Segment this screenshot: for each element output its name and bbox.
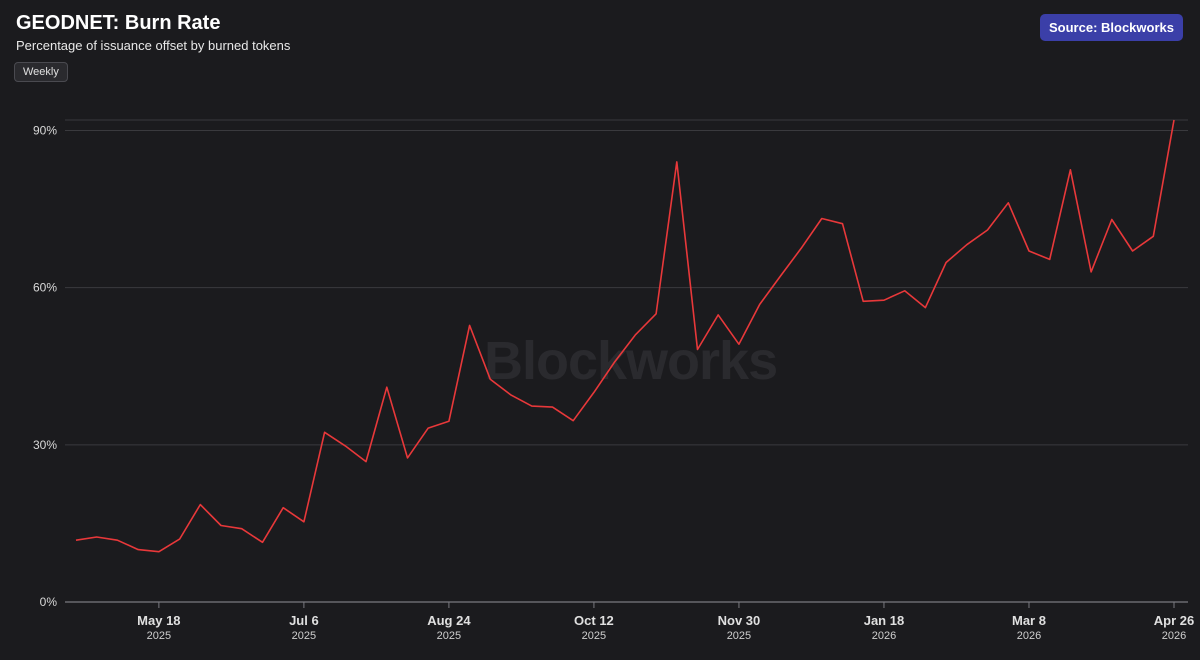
grid-lines <box>65 119 1188 446</box>
y-tick-label: 0% <box>40 595 58 609</box>
chart-subtitle: Percentage of issuance offset by burned … <box>16 38 291 53</box>
x-tick-year: 2026 <box>1017 630 1041 642</box>
x-tick-label: Mar 8 <box>1012 613 1046 628</box>
y-tick-label: 60% <box>33 281 57 295</box>
x-tick-year: 2025 <box>582 630 606 642</box>
x-tick-year: 2026 <box>1162 630 1186 642</box>
x-tick-year: 2025 <box>292 630 316 642</box>
x-tick-label: Jul 6 <box>289 613 319 628</box>
x-tick-label: Apr 26 <box>1154 613 1194 628</box>
x-tick-year: 2026 <box>872 630 896 642</box>
x-tick-label: Oct 12 <box>574 613 614 628</box>
chart-title: GEODNET: Burn Rate <box>16 12 221 34</box>
x-tick-label: Nov 30 <box>718 613 761 628</box>
y-tick-label: 30% <box>33 438 57 452</box>
x-tick-year: 2025 <box>727 630 751 642</box>
period-toggle-button[interactable]: Weekly <box>14 62 68 82</box>
x-tick-label: Jan 18 <box>864 613 904 628</box>
y-tick-label: 90% <box>33 123 57 137</box>
x-tick-label: Aug 24 <box>427 613 471 628</box>
burn-rate-line <box>75 119 1175 553</box>
source-badge[interactable]: Source: Blockworks <box>1040 14 1183 41</box>
x-tick-year: 2025 <box>147 630 171 642</box>
y-axis-ticks: 0% 30% 60% 90% <box>33 123 57 609</box>
x-tick-year: 2025 <box>437 630 461 642</box>
x-axis-ticks: May 18 2025 Jul 6 2025 Aug 24 2025 Oct 12 2025 N… <box>137 602 1194 642</box>
x-tick-label: May 18 <box>137 613 180 628</box>
series-layer <box>75 119 1175 553</box>
